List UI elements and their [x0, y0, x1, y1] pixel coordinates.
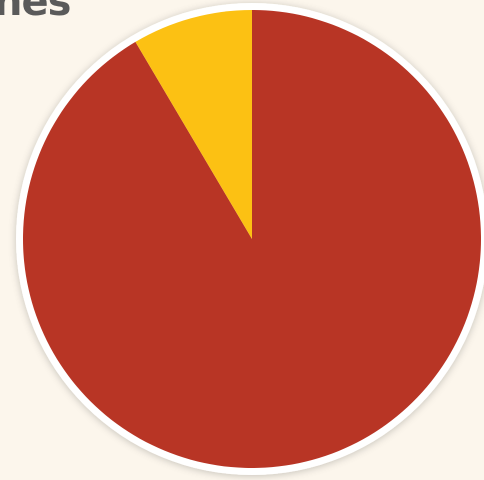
pie-slices	[23, 10, 482, 469]
chart-title-fragment: nes	[0, 0, 71, 25]
pie-slice-2	[135, 10, 252, 239]
pie-slice-1	[23, 10, 482, 469]
